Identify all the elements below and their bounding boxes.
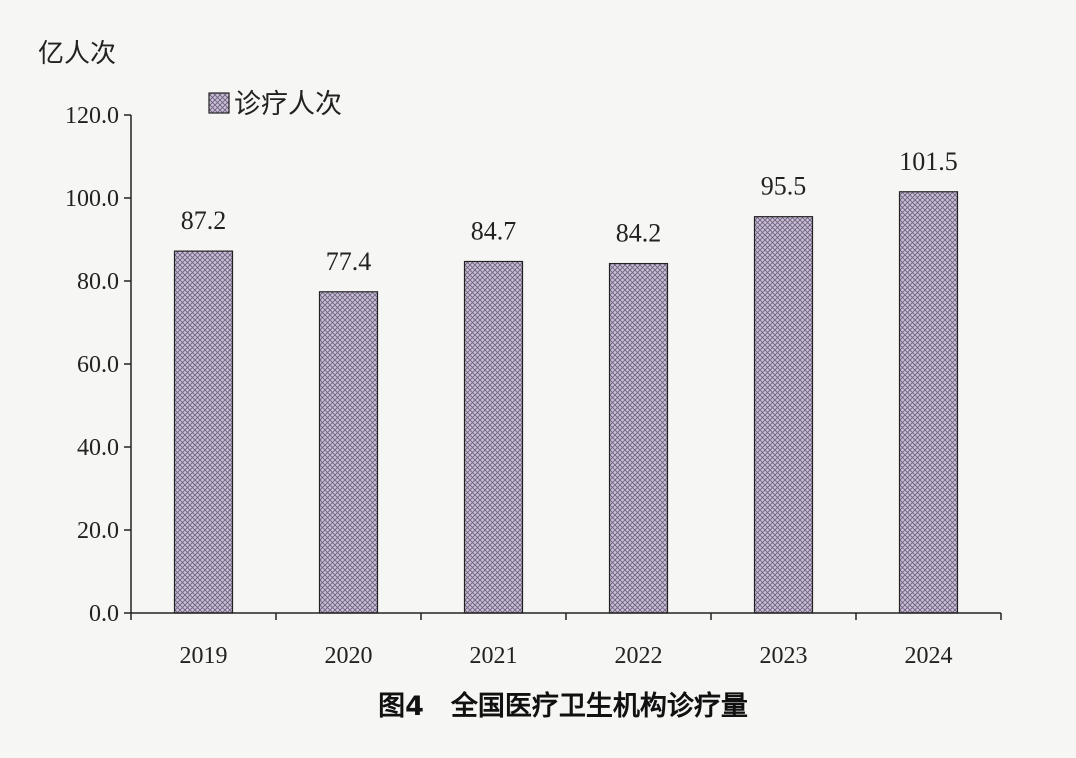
data-label-2024: 101.5 (899, 147, 958, 176)
y-tick-label: 0.0 (89, 601, 119, 627)
x-tick-label-2021: 2021 (470, 643, 518, 669)
bar-2023 (753, 216, 814, 614)
chart-caption: 图4 全国医疗卫生机构诊疗量 (378, 690, 748, 722)
bars (173, 191, 959, 614)
y-tick-label: 20.0 (77, 518, 119, 544)
data-label-2022: 84.2 (616, 219, 662, 248)
y-tick-label: 40.0 (77, 435, 119, 461)
legend-label: 诊疗人次 (234, 89, 342, 120)
y-tick-label: 120.0 (65, 103, 119, 129)
x-tick-label-2022: 2022 (615, 643, 663, 669)
x-tick-label-2023: 2023 (760, 643, 808, 669)
data-label-2019: 87.2 (181, 206, 227, 235)
y-tick-label: 100.0 (65, 186, 119, 212)
y-tick-label: 60.0 (77, 352, 119, 378)
data-labels: 87.2 77.4 84.7 84.2 95.5 101.5 (181, 147, 958, 276)
legend: 诊疗人次 (208, 89, 342, 120)
bar-2022 (608, 262, 669, 614)
x-tick-label-2024: 2024 (905, 643, 953, 669)
bar-2021 (463, 260, 524, 614)
x-tick-label-2020: 2020 (325, 643, 373, 669)
x-axis-ticks: 2019 2020 2021 2022 2023 2024 (130, 613, 1002, 669)
x-tick-label-2019: 2019 (180, 643, 228, 669)
legend-swatch (208, 92, 230, 114)
bar-2024 (898, 191, 959, 614)
data-label-2020: 77.4 (326, 247, 372, 276)
y-axis-unit-label: 亿人次 (38, 39, 116, 69)
data-label-2023: 95.5 (761, 172, 807, 201)
y-tick-label: 80.0 (77, 269, 119, 295)
bar-2019 (173, 250, 234, 614)
data-label-2021: 84.7 (471, 216, 517, 245)
bar-2020 (318, 291, 379, 614)
y-axis-ticks: 0.0 20.0 40.0 60.0 80.0 100.0 120.0 (65, 103, 131, 627)
